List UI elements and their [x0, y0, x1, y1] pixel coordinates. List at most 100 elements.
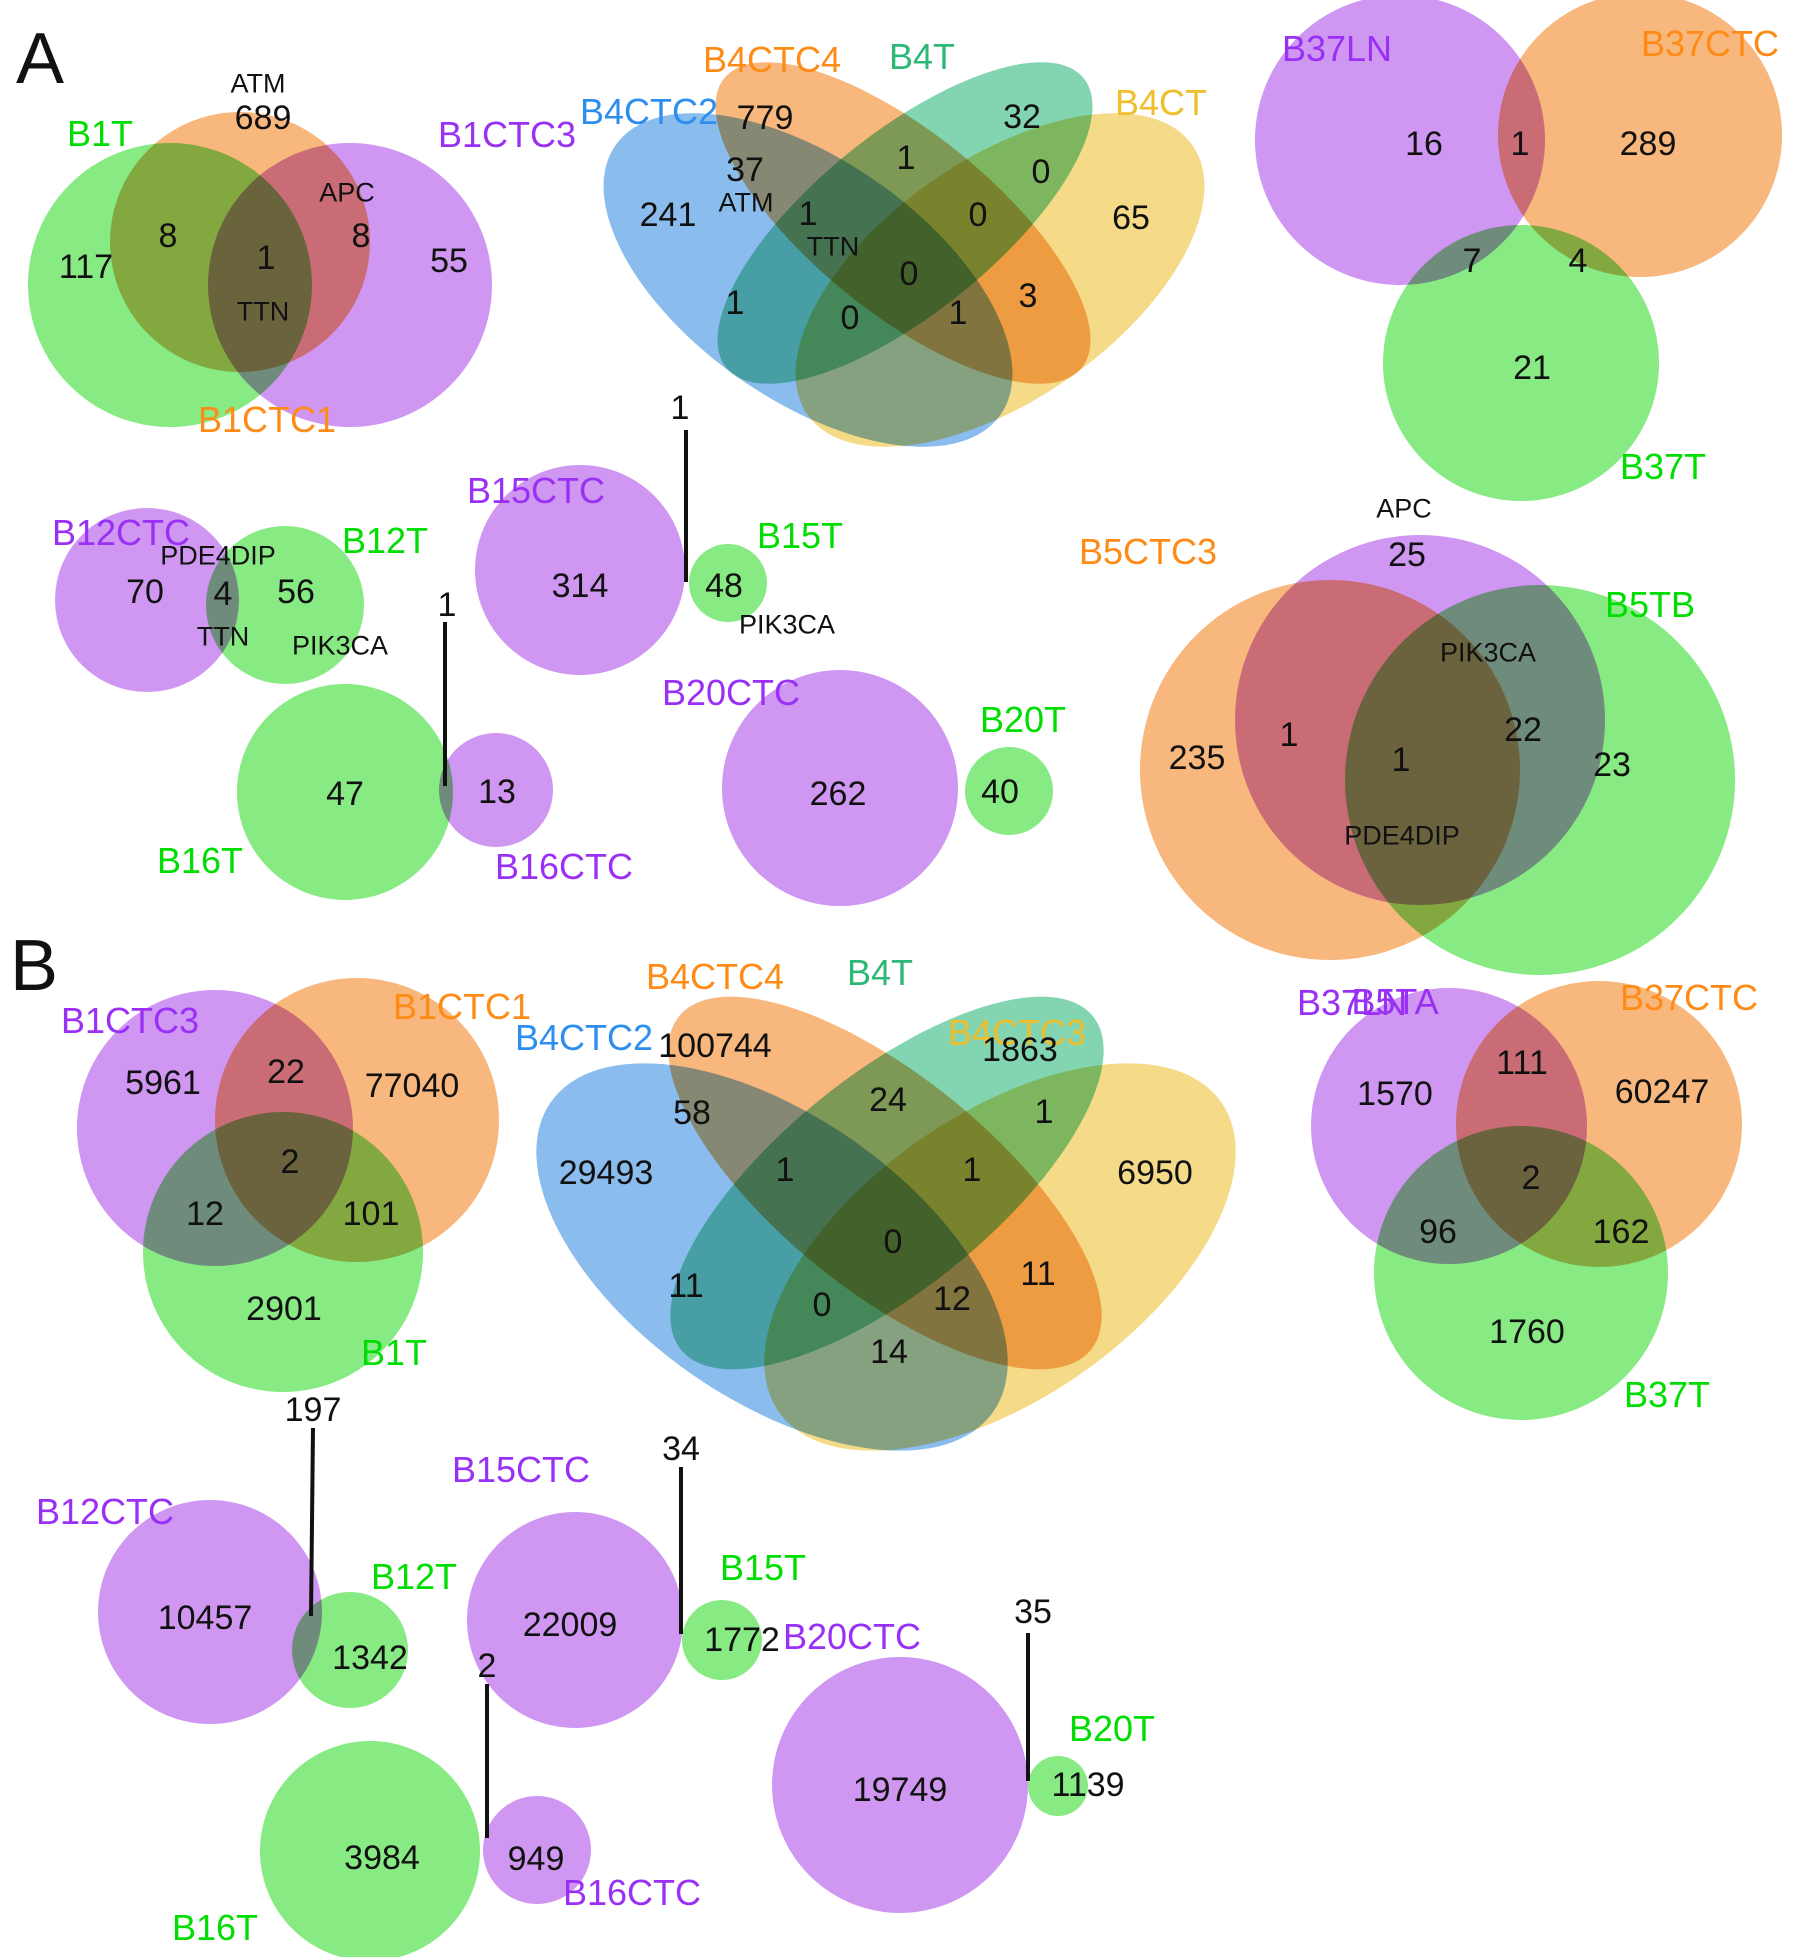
- count-A-B37-B37CTC_B37T: 4: [1568, 242, 1588, 280]
- set-label-A-B15-B15CTC: B15CTC: [466, 470, 606, 511]
- set-shape-B-B12-B12T: [292, 1592, 408, 1708]
- count-B-B37-B37LN_B37CTC_B37T: 2: [1521, 1159, 1541, 1197]
- count-B-B4-B4CTC4_B4CTC3: 11: [1020, 1255, 1056, 1293]
- venn-A-B5: [1140, 535, 1735, 975]
- set-label-B-B37-B37CTC: B37CTC: [1619, 977, 1759, 1018]
- count-A-B37-B37LN_B37T: 7: [1462, 242, 1482, 280]
- venn-B-B20: [772, 1657, 1088, 1913]
- count-B-B4-B4CTC2_B4CTC4: 58: [673, 1094, 711, 1132]
- connector-count-B-B16-0: 2: [477, 1647, 497, 1685]
- connector-count-B-B15-0: 34: [662, 1430, 700, 1468]
- venn-B-B37: [1311, 981, 1742, 1420]
- set-label-A-B4-B4CTC2: B4CTC2: [579, 91, 719, 132]
- set-shape-A-B1-B1CTC3: [208, 143, 492, 427]
- count-B-B1-B1CTC3_B1T: 12: [186, 1195, 224, 1233]
- set-shape-B-B20-B20T: [1028, 1756, 1088, 1816]
- venn-A-B4: [603, 62, 1205, 447]
- set-shape-A-B12-B12T: [206, 526, 364, 684]
- set-label-A-B16-B16T: B16T: [156, 840, 244, 881]
- set-label-B-B12-B12CTC: B12CTC: [35, 1491, 175, 1532]
- gene-label-A-B1-APC: APC: [319, 177, 375, 208]
- set-label-A-B12-B12T: B12T: [341, 520, 429, 561]
- count-A-B4-B4T_B4CT: 0: [1031, 153, 1051, 191]
- count-A-B4-B4CTC2_B4CTC4_B4T: 1: [798, 195, 818, 233]
- set-label-B-B16-B16T: B16T: [171, 1907, 259, 1948]
- gene-label-A-B4-ATM: ATM: [718, 187, 774, 218]
- set-label-A-B5-B5TA: B5TA: [1351, 981, 1439, 1022]
- set-label-A-B5-B5TB: B5TB: [1604, 584, 1696, 625]
- count-A-B4-B4CTC4_B4CT: 3: [1018, 277, 1038, 315]
- set-label-B-B15-B15CTC: B15CTC: [451, 1449, 591, 1490]
- count-A-B1-B1CTC1: 689: [234, 99, 292, 137]
- count-A-B4-B4CTC2_B4CTC4: 37: [726, 151, 764, 189]
- count-A-B1-B1T_B1CTC1: 8: [158, 217, 178, 255]
- set-shape-A-B5-B5TB: [1345, 585, 1735, 975]
- gene-label-A-B12-TTN: TTN: [196, 621, 250, 652]
- count-B-B4-B4CTC2_B4T: 11: [668, 1267, 704, 1305]
- count-B-B4-B4CTC2: 29493: [558, 1154, 654, 1192]
- set-label-B-B4-B4CTC2: B4CTC2: [514, 1017, 654, 1058]
- count-B-B37-B37LN_B37T: 96: [1419, 1213, 1457, 1251]
- set-label-B-B1-B1CTC3: B1CTC3: [60, 1000, 200, 1041]
- count-A-B20-B20T: 40: [981, 773, 1019, 811]
- set-label-B-B4-B4CTC4: B4CTC4: [645, 956, 785, 997]
- venn-B-B12: [98, 1500, 408, 1724]
- set-shape-B-B1-B1T: [143, 1112, 423, 1392]
- venn-A-B15: [475, 465, 767, 675]
- count-B-B4-B4CTC2_B4CTC3: 14: [870, 1333, 908, 1371]
- set-shape-A-B20-B20T: [965, 747, 1053, 835]
- count-B-B12-B12CTC: 10457: [157, 1599, 253, 1637]
- set-shape-A-B37-B37T: [1383, 225, 1659, 501]
- panel-letter-A: A: [16, 19, 65, 99]
- set-label-B-B20-B20T: B20T: [1068, 1708, 1156, 1749]
- panel-letter-B: B: [10, 926, 59, 1006]
- set-shape-A-B15-B15T: [689, 544, 767, 622]
- set-shape-B-B4-B4CTC3: [764, 1063, 1236, 1451]
- venn-A-B16: [237, 684, 553, 900]
- set-label-A-B4-B4CT: B4CT: [1114, 82, 1208, 123]
- count-A-B4-B4T: 32: [1003, 98, 1041, 136]
- count-A-B5-B5CTC3_B5TA_B5TB: 1: [1391, 741, 1411, 779]
- count-A-B4-B4CTC4_B4T_B4CT: 0: [968, 196, 988, 234]
- count-A-B1-B1CTC3: 55: [430, 242, 468, 280]
- count-A-B5-B5TA_B5TB: 22: [1504, 711, 1542, 749]
- count-B-B4-B4CTC3: 6950: [1117, 1154, 1193, 1192]
- gene-label-A-B5-APC: APC: [1376, 493, 1432, 524]
- count-B-B16-B16CTC: 949: [507, 1840, 565, 1878]
- set-shape-A-B37-B37LN: [1255, 0, 1545, 285]
- count-B-B15-B15CTC: 22009: [522, 1606, 618, 1644]
- count-B-B4-B4CTC2_B4CTC4_B4T_B4CTC3: 0: [883, 1223, 903, 1261]
- count-B-B15-B15T: 1772: [704, 1621, 780, 1659]
- count-A-B15-B15CTC: 314: [551, 567, 609, 605]
- count-B-B4-B4CTC2_B4CTC4_B4T: 1: [775, 1151, 795, 1189]
- set-shape-B-B16-B16T: [260, 1741, 480, 1957]
- set-shape-B-B16-B16CTC: [483, 1796, 591, 1904]
- count-B-B4-B4CTC4_B4T_B4CTC3: 1: [962, 1151, 982, 1189]
- set-shape-B-B12-B12CTC: [98, 1500, 322, 1724]
- set-label-B-B16-B16CTC: B16CTC: [562, 1872, 702, 1913]
- set-label-A-B1-B1CTC3: B1CTC3: [437, 114, 577, 155]
- count-B-B4-B4T_B4CTC3: 1: [1034, 1093, 1054, 1131]
- venn-B-B16: [260, 1741, 591, 1957]
- count-B-B4-B4CTC2_B4T_B4CTC3: 0: [812, 1286, 832, 1324]
- gene-label-A-B4-TTN: TTN: [806, 231, 860, 262]
- count-A-B4-B4CTC2_B4CTC4_B4CT: 1: [948, 294, 968, 332]
- venn-A-B12: [55, 508, 364, 692]
- gene-label-A-B15-PIK3CA: PIK3CA: [738, 609, 836, 640]
- count-B-B4-B4CTC2_B4CTC4_B4CTC3: 12: [933, 1280, 971, 1318]
- set-shape-A-B16-B16T: [237, 684, 453, 900]
- count-A-B20-B20CTC: 262: [809, 775, 867, 813]
- count-A-B4-B4CTC2_B4T_B4CT: 0: [840, 299, 860, 337]
- gene-label-A-B5-PDE4DIP: PDE4DIP: [1344, 820, 1460, 851]
- set-label-B-B12-B12T: B12T: [370, 1556, 458, 1597]
- count-A-B12-B12CTC: 70: [126, 573, 164, 611]
- count-A-B4-B4CTC2_B4CTC4_B4T_B4CT: 0: [899, 255, 919, 293]
- count-A-B37-B37LN: 16: [1405, 125, 1443, 163]
- set-shape-A-B12-B12CTC: [55, 508, 239, 692]
- set-label-B-B15-B15T: B15T: [719, 1547, 807, 1588]
- count-B-B1-B1CTC3_B1CTC1_B1T: 2: [280, 1143, 300, 1181]
- count-B-B1-B1CTC3_B1CTC1: 22: [267, 1053, 305, 1091]
